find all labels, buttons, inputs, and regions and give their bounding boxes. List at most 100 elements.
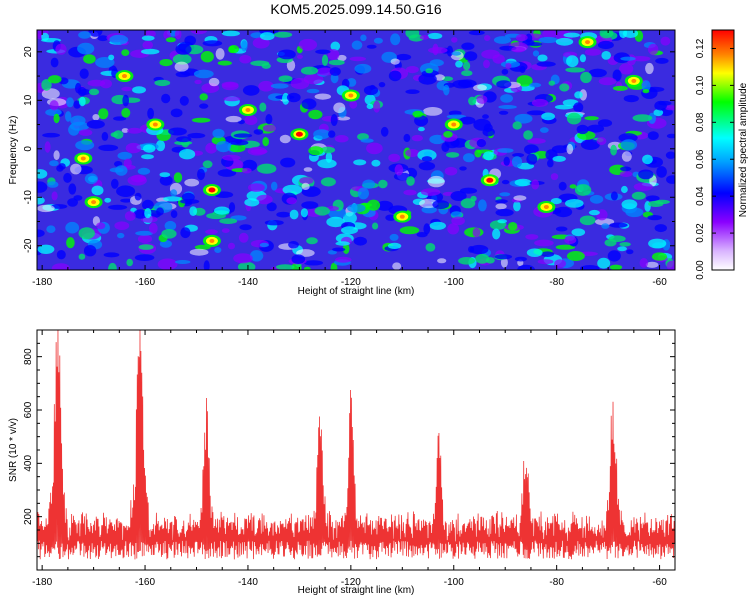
- spectrogram-blob: [92, 114, 100, 121]
- peak-core: [295, 131, 303, 137]
- spectrogram-blob: [174, 30, 182, 40]
- spectrogram-blob: [168, 127, 187, 136]
- spectrogram-blob: [512, 121, 522, 130]
- peak-core: [348, 93, 354, 98]
- spectrogram-blob: [619, 30, 628, 39]
- colorbar-tick-label: 0.12: [695, 38, 706, 58]
- spectrogram-blob: [495, 203, 507, 210]
- snr-x-axis: -180 -160 -140 -120 -100 -80 -60: [32, 330, 667, 588]
- spectrogram-blob: [228, 202, 236, 213]
- spectrogram-blob: [589, 194, 604, 204]
- page-title: KOM5.2025.099.14.50.G16: [270, 1, 442, 17]
- spectrogram-blob: [388, 70, 402, 82]
- spectrogram-blob: [423, 107, 443, 116]
- spectrogram-blob: [498, 105, 517, 109]
- spectrogram-blob: [205, 142, 218, 154]
- spectrogram-blob: [138, 244, 154, 250]
- spectrogram-blob: [566, 251, 585, 261]
- spectrogram-peak: [578, 36, 597, 49]
- spectrogram-blob: [427, 32, 443, 40]
- spectrogram-blob: [280, 157, 296, 168]
- spectrogram-blob: [215, 141, 231, 153]
- spectrogram-blob: [163, 30, 171, 40]
- spectrogram-blob: [342, 212, 357, 224]
- spectrogram-blob: [641, 80, 651, 92]
- spectrogram-blob: [44, 141, 51, 153]
- spectrogram-blob: [217, 60, 232, 66]
- spectrogram-blob: [265, 114, 273, 125]
- spectrogram-blob: [258, 80, 274, 92]
- spectrogram-blob: [221, 30, 240, 37]
- snr-x-label: Height of straight line (km): [298, 585, 415, 596]
- spectrogram-blob: [41, 79, 52, 91]
- spectrogram-blob: [392, 262, 402, 270]
- spectrogram-blob: [566, 55, 579, 68]
- spectrogram-texture: [37, 30, 675, 270]
- y-tick-label: 800: [23, 348, 34, 365]
- spectrogram-blob: [451, 216, 465, 226]
- spectrogram-blob: [37, 196, 45, 205]
- spectrogram-blob: [48, 75, 62, 84]
- y-tick-label: 600: [23, 401, 34, 418]
- spectrogram-blob: [301, 201, 319, 209]
- spectrogram-blob: [303, 74, 324, 85]
- spectrogram-blob: [531, 179, 540, 190]
- spectrogram-blob: [347, 203, 366, 213]
- spectrogram-blob: [349, 100, 358, 109]
- spectrogram-blob: [289, 209, 299, 220]
- spectrogram-blob: [418, 126, 425, 132]
- spectrogram-blob: [134, 192, 142, 201]
- spectrogram-blob: [588, 68, 607, 78]
- spectrogram-blob: [497, 219, 508, 224]
- spectrogram-blob: [376, 200, 394, 211]
- spectrogram-blob: [49, 100, 59, 111]
- spectrogram-blob: [631, 191, 646, 200]
- spectrogram-blob: [537, 259, 554, 265]
- spectrogram-blob: [37, 181, 48, 193]
- spectrogram-blob: [630, 56, 651, 62]
- spectrogram-blob: [450, 211, 463, 218]
- x-tick-label: -60: [652, 277, 667, 288]
- spectrogram-blob: [109, 34, 129, 45]
- spectrogram-blob: [330, 114, 338, 126]
- spectrogram-blob: [619, 63, 634, 75]
- spectrogram-blob: [155, 140, 166, 152]
- spectrogram-blob: [565, 67, 586, 73]
- spectrogram-y-label: Frequency (Hz): [8, 116, 19, 185]
- peak-core: [245, 108, 251, 112]
- spectrogram-blob: [597, 257, 611, 269]
- spectrogram-blob: [619, 171, 633, 177]
- spectrogram-blob: [552, 155, 566, 162]
- spectrogram-blob: [547, 159, 554, 168]
- spectrogram-blob: [511, 46, 526, 53]
- spectrogram-blob: [403, 133, 411, 143]
- spectrogram-blob: [229, 143, 246, 153]
- spectrogram-blob: [175, 43, 192, 55]
- x-tick-label: -120: [341, 277, 361, 288]
- spectrogram-blob: [282, 184, 303, 195]
- y-tick-label: 20: [23, 46, 34, 58]
- spectrogram-blob: [193, 69, 214, 79]
- spectrogram-blob: [541, 112, 555, 121]
- spectrogram-blob: [314, 206, 330, 216]
- spectrogram-blob: [536, 61, 556, 67]
- spectrogram-blob: [77, 86, 87, 97]
- spectrogram-blob: [221, 81, 239, 88]
- spectrogram-blob: [273, 31, 293, 38]
- spectrogram-blob: [41, 88, 60, 100]
- spectrogram-blob: [101, 131, 109, 141]
- spectrogram-blob: [205, 229, 218, 235]
- y-tick-label: 200: [23, 508, 34, 525]
- spectrogram-blob: [279, 134, 291, 144]
- spectrogram-blob: [78, 129, 93, 137]
- spectrogram-blob: [354, 63, 372, 74]
- spectrogram-blob: [37, 229, 45, 238]
- peak-core: [486, 177, 494, 183]
- spectrogram-blob: [473, 84, 487, 91]
- spectrogram-blob: [494, 254, 513, 260]
- spectrogram-blob: [291, 254, 306, 264]
- spectrogram-blob: [484, 35, 491, 41]
- colorbar-tick-label: 0.10: [695, 75, 706, 95]
- spectrogram-peak: [444, 118, 463, 131]
- spectrogram-blob: [330, 262, 338, 270]
